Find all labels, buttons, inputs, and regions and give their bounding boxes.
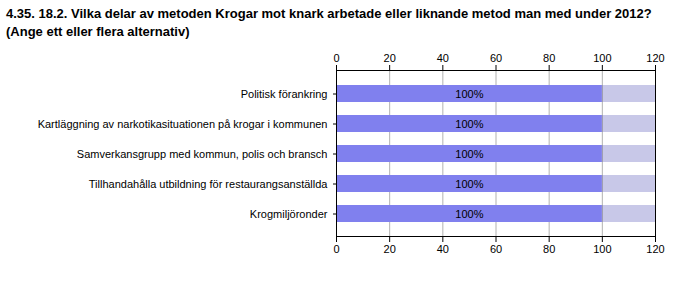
svg-text:Krogmiljöronder: Krogmiljöronder: [250, 208, 328, 220]
svg-text:60: 60: [490, 52, 502, 64]
svg-text:100%: 100%: [455, 208, 483, 220]
svg-text:80: 80: [543, 243, 555, 255]
svg-text:Politisk förankring: Politisk förankring: [241, 88, 328, 100]
svg-text:100%: 100%: [455, 178, 483, 190]
svg-text:100: 100: [593, 243, 611, 255]
svg-text:60: 60: [490, 243, 502, 255]
svg-text:0: 0: [333, 52, 339, 64]
svg-text:20: 20: [384, 243, 396, 255]
svg-text:0: 0: [333, 243, 339, 255]
svg-text:100%: 100%: [455, 118, 483, 130]
svg-text:80: 80: [543, 52, 555, 64]
svg-text:120: 120: [646, 52, 664, 64]
html-text:(Ange ett eller flera alternat: (Ange ett eller flera alternativ): [6, 24, 190, 39]
html-text:4.35. 18.2. Vilka delar av met: 4.35. 18.2. Vilka delar av metoden Kroga…: [6, 6, 652, 21]
svg-text:100%: 100%: [455, 88, 483, 100]
svg-text:100: 100: [593, 52, 611, 64]
svg-text:40: 40: [437, 243, 449, 255]
svg-text:20: 20: [384, 52, 396, 64]
svg-text:Tillhandahålla utbildning för: Tillhandahålla utbildning för restaurang…: [89, 178, 329, 190]
svg-text:Samverkansgrupp med kommun, po: Samverkansgrupp med kommun, polis och br…: [77, 148, 328, 160]
svg-text:120: 120: [646, 243, 664, 255]
svg-text:40: 40: [437, 52, 449, 64]
svg-text:Kartläggning av narkotikasitua: Kartläggning av narkotikasituationen på …: [38, 118, 328, 130]
svg-text:100%: 100%: [455, 148, 483, 160]
